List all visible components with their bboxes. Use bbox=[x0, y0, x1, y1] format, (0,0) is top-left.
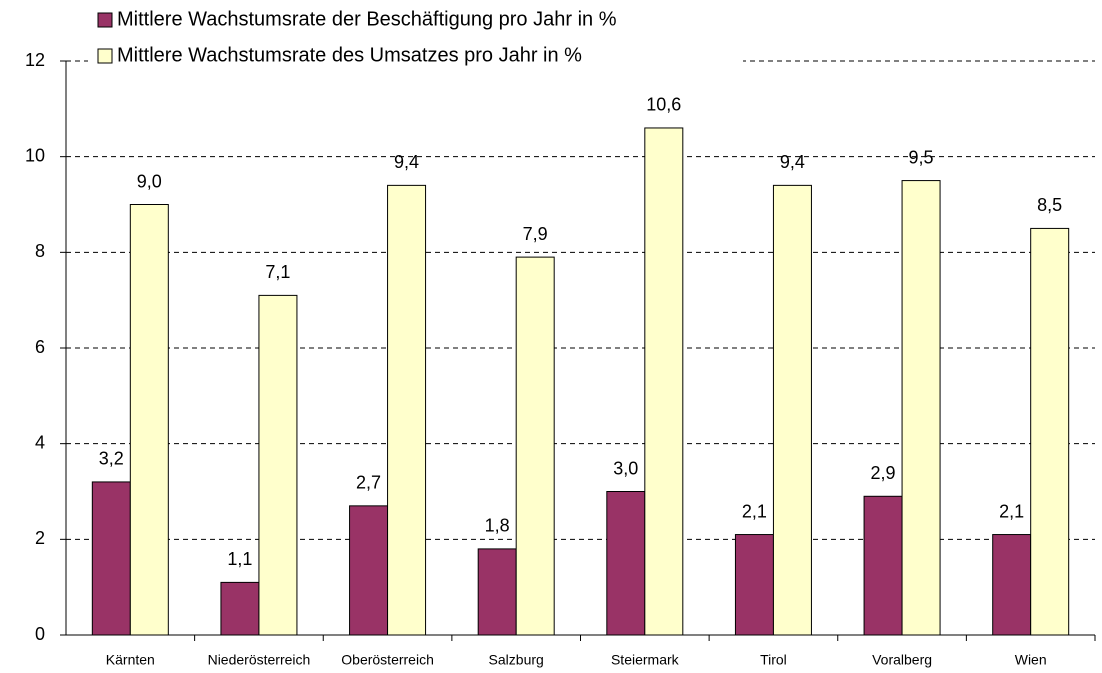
data-label: 9,5 bbox=[909, 147, 934, 167]
data-label: 2,9 bbox=[871, 463, 896, 483]
bar bbox=[258, 294, 298, 636]
x-tick-label: Oberösterreich bbox=[341, 652, 434, 668]
y-tick-label: 6 bbox=[35, 337, 45, 357]
data-label: 7,9 bbox=[523, 224, 548, 244]
x-tick-label: Niederösterreich bbox=[208, 652, 311, 668]
bar bbox=[992, 534, 1032, 636]
data-label: 10,6 bbox=[646, 95, 681, 115]
data-label: 8,5 bbox=[1037, 195, 1062, 215]
x-tick-label: Kärnten bbox=[106, 652, 155, 668]
data-label: 2,1 bbox=[999, 501, 1024, 521]
bar bbox=[772, 184, 812, 636]
data-label: 9,0 bbox=[137, 171, 162, 191]
data-label: 2,1 bbox=[742, 501, 767, 521]
data-label: 2,7 bbox=[356, 473, 381, 493]
y-tick-label: 12 bbox=[25, 50, 45, 70]
bar bbox=[515, 256, 555, 636]
y-tick-label: 8 bbox=[35, 241, 45, 261]
x-tick-label: Voralberg bbox=[872, 652, 932, 668]
y-tick-label: 10 bbox=[25, 145, 45, 165]
bar bbox=[901, 180, 941, 636]
bar bbox=[387, 184, 427, 636]
bar bbox=[1030, 227, 1070, 636]
legend-swatch bbox=[97, 48, 113, 64]
data-label: 1,8 bbox=[485, 516, 510, 536]
bar bbox=[220, 581, 260, 636]
x-tick-label: Steiermark bbox=[611, 652, 680, 668]
x-tick-label: Wien bbox=[1015, 652, 1047, 668]
bar bbox=[863, 495, 903, 636]
bar bbox=[734, 534, 774, 636]
data-label: 9,4 bbox=[394, 152, 419, 172]
legend-background bbox=[88, 4, 743, 74]
x-tick-label: Salzburg bbox=[489, 652, 544, 668]
legend-swatch bbox=[97, 12, 113, 28]
data-label: 9,4 bbox=[780, 152, 805, 172]
y-tick-label: 0 bbox=[35, 624, 45, 644]
bar bbox=[349, 505, 389, 636]
y-tick-label: 2 bbox=[35, 528, 45, 548]
y-tick-label: 4 bbox=[35, 432, 45, 452]
bar bbox=[606, 491, 646, 636]
bar bbox=[477, 548, 517, 636]
legend-label: Mittlere Wachstumsrate der Beschäftigung… bbox=[117, 8, 617, 30]
data-label: 7,1 bbox=[265, 262, 290, 282]
data-label: 1,1 bbox=[227, 549, 252, 569]
bar bbox=[91, 481, 131, 636]
bar bbox=[644, 127, 684, 636]
legend-label: Mittlere Wachstumsrate des Umsatzes pro … bbox=[117, 44, 582, 66]
x-tick-label: Tirol bbox=[760, 652, 787, 668]
data-label: 3,0 bbox=[613, 458, 638, 478]
data-label: 3,2 bbox=[99, 449, 124, 469]
legend: Mittlere Wachstumsrate der Beschäftigung… bbox=[88, 4, 743, 74]
bar bbox=[129, 204, 169, 636]
